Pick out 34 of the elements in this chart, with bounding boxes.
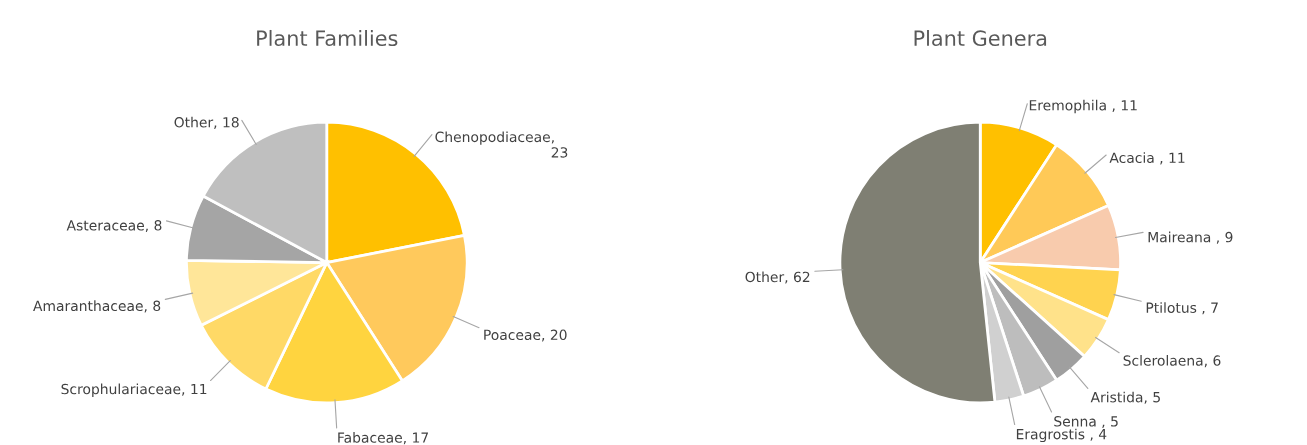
slice-label: Eragrostis — [1016, 428, 1085, 443]
data-label: , 17 — [403, 432, 429, 445]
data-label: , 18 — [214, 117, 239, 129]
chart-title: Plant Families — [257, 29, 398, 47]
data-label: , 7 — [1202, 302, 1218, 315]
data-label: , 11 — [182, 383, 207, 396]
slice-label: Senna — [1054, 416, 1096, 427]
slice-label: Asteraceae — [66, 220, 144, 231]
data-label: , 6 — [1204, 355, 1221, 368]
slice-label: Poaceae — [484, 329, 541, 341]
chart-title: Plant Genera — [914, 29, 1047, 47]
slice-label: Amaranthaceae — [33, 300, 143, 312]
slice-label: Chenopodiaceae — [435, 131, 550, 145]
data-label: , 11 — [1112, 100, 1137, 112]
slice-label: Aristida — [1090, 391, 1143, 403]
data-label: , 11 — [1160, 152, 1185, 165]
slice-label: Scrophulariaceae — [61, 383, 181, 397]
slice-label: Maireana — [1148, 231, 1211, 243]
data-label: , 8 — [144, 300, 161, 313]
slice-label: Other — [174, 116, 214, 128]
data-label: , 5 — [1102, 416, 1118, 428]
data-label: , 9 — [1216, 231, 1233, 244]
slice-label: Acacia — [1109, 152, 1154, 164]
slice-label: Eremophila — [1029, 99, 1106, 114]
slice-label: Sclerolaena — [1123, 355, 1203, 366]
data-label: , 5 — [1144, 392, 1160, 404]
slice-label: Other — [745, 271, 785, 283]
data-label: , 20 — [542, 329, 567, 342]
data-label: , 8 — [145, 220, 162, 232]
data-label: , 23 — [551, 140, 568, 158]
slice-label: Ptilotus — [1146, 302, 1197, 313]
data-label: , 4 — [1090, 429, 1107, 441]
slice-label: Fabaceae — [338, 432, 402, 443]
data-label: , 62 — [785, 271, 810, 284]
